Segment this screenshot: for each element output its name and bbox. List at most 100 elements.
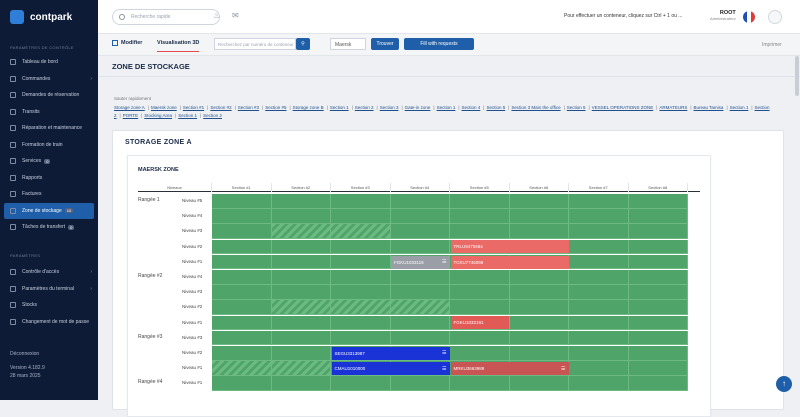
storage-slot[interactable]	[509, 270, 569, 285]
print-link[interactable]: Imprimer	[762, 42, 782, 48]
scrollbar[interactable]	[795, 56, 799, 96]
storage-slot[interactable]	[509, 300, 569, 315]
storage-slot[interactable]	[509, 209, 569, 224]
storage-slot[interactable]	[628, 224, 688, 239]
storage-slot[interactable]	[390, 224, 450, 239]
storage-slot[interactable]	[450, 270, 510, 285]
fill-with-requests-button[interactable]: Fill with requests	[404, 38, 474, 50]
storage-slot[interactable]	[450, 346, 510, 361]
storage-slot[interactable]	[509, 376, 569, 391]
sidebar-item-invoice[interactable]: Factures	[0, 186, 98, 203]
quick-jump-link[interactable]: PORTE	[122, 113, 139, 118]
storage-slot[interactable]	[212, 361, 272, 376]
sidebar-item-password[interactable]: Changement de mot de passe	[0, 314, 98, 331]
avatar[interactable]	[768, 10, 782, 24]
storage-slot[interactable]	[271, 209, 331, 224]
storage-slot[interactable]	[271, 361, 331, 376]
quick-jump-link[interactable]: Section 5	[486, 105, 506, 110]
storage-slot[interactable]	[331, 315, 391, 331]
quick-jump-link[interactable]: Section 1	[329, 105, 349, 110]
storage-slot[interactable]	[569, 361, 629, 376]
storage-slot[interactable]	[212, 330, 272, 346]
storage-slot[interactable]	[450, 224, 510, 239]
container-block[interactable]: FGKU1032191	[450, 316, 509, 330]
scroll-top-button[interactable]: ↑	[776, 376, 792, 392]
storage-slot[interactable]	[390, 376, 450, 391]
storage-slot[interactable]	[212, 254, 272, 270]
storage-slot[interactable]	[628, 239, 688, 255]
storage-slot[interactable]	[569, 330, 629, 346]
storage-slot[interactable]	[331, 270, 391, 285]
storage-slot[interactable]	[569, 239, 629, 255]
sidebar-item-transit[interactable]: Transits	[0, 104, 98, 121]
sidebar-item-dashboard[interactable]: Tableau de bord	[0, 54, 98, 71]
storage-slot[interactable]	[569, 346, 629, 361]
logout-link[interactable]: Déconnexion	[10, 351, 40, 357]
storage-slot[interactable]	[331, 330, 391, 346]
sidebar-item-booking[interactable]: Demandes de réservation	[0, 87, 98, 104]
quick-jump-link[interactable]: Section #2	[210, 105, 232, 110]
sidebar-item-access[interactable]: Contrôle d'accès ›	[0, 264, 98, 281]
sidebar-item-stock[interactable]: Stocks	[0, 297, 98, 314]
bell-icon[interactable]: ♨	[213, 11, 221, 20]
quick-jump-link[interactable]: Section #5	[265, 105, 287, 110]
user-info[interactable]: ROOT Administrateur	[710, 10, 736, 21]
storage-slot[interactable]	[212, 285, 272, 300]
storage-slot[interactable]	[450, 194, 510, 209]
storage-slot[interactable]	[569, 224, 629, 239]
quick-search-input[interactable]: Recherche rapide	[112, 9, 220, 25]
sidebar-item-wrench[interactable]: Réparation et maintenance	[0, 120, 98, 137]
quick-jump-link[interactable]: Maersk zone	[150, 105, 177, 110]
language-flag-icon[interactable]	[743, 11, 755, 23]
storage-slot[interactable]	[271, 376, 331, 391]
storage-slot[interactable]	[212, 270, 272, 285]
storage-slot[interactable]	[569, 254, 629, 270]
quick-jump-link[interactable]: Bureau Tamisa	[693, 105, 724, 110]
container-block[interactable]: SEGU3313987 ☰	[331, 346, 450, 360]
container-block[interactable]: TCKU7746098	[450, 255, 569, 269]
storage-slot[interactable]	[271, 194, 331, 209]
storage-slot[interactable]	[390, 285, 450, 300]
storage-slot[interactable]	[212, 209, 272, 224]
quick-jump-link[interactable]: Section #3	[237, 105, 260, 110]
storage-slot[interactable]	[509, 346, 569, 361]
storage-slot[interactable]	[212, 376, 272, 391]
container-block[interactable]: MRKU3663988 ☰	[450, 362, 569, 375]
storage-slot[interactable]	[331, 254, 391, 270]
quick-jump-link[interactable]: Section 5	[566, 105, 586, 110]
storage-slot[interactable]	[628, 209, 688, 224]
storage-slot[interactable]	[628, 346, 688, 361]
storage-slot[interactable]	[212, 239, 272, 255]
storage-slot[interactable]	[390, 300, 450, 315]
sidebar-item-transfer[interactable]: Tâches de transfert 0	[0, 219, 98, 236]
menu-icon[interactable]: ☰	[442, 365, 447, 372]
storage-slot[interactable]	[271, 346, 331, 361]
container-block[interactable]: CMAU1010000 ☰	[331, 362, 450, 375]
tab-modify[interactable]: Modifier	[112, 40, 142, 46]
menu-icon[interactable]: ☰	[442, 350, 447, 357]
storage-slot[interactable]	[569, 194, 629, 209]
quick-jump-link[interactable]: Section 1	[178, 113, 197, 118]
sidebar-item-orders[interactable]: Commandes ›	[0, 71, 98, 88]
storage-slot[interactable]	[331, 300, 391, 315]
storage-slot[interactable]	[331, 285, 391, 300]
storage-slot[interactable]	[450, 376, 510, 391]
sidebar-item-services[interactable]: Services 0	[0, 153, 98, 170]
quick-jump-link[interactable]: Section 3 Main the office	[511, 105, 561, 110]
storage-slot[interactable]	[212, 315, 272, 331]
storage-slot[interactable]	[212, 224, 272, 239]
storage-slot[interactable]	[331, 239, 391, 255]
storage-slot[interactable]	[271, 315, 331, 331]
quick-jump-link[interactable]: Section 4	[461, 105, 481, 110]
storage-slot[interactable]	[331, 376, 391, 391]
quick-jump-link[interactable]: Section #1	[182, 105, 205, 110]
sidebar-item-storage[interactable]: Zone de stockage 10	[4, 202, 94, 219]
storage-slot[interactable]	[569, 285, 629, 300]
storage-slot[interactable]	[569, 315, 629, 331]
storage-slot[interactable]	[569, 270, 629, 285]
storage-slot[interactable]	[628, 285, 688, 300]
logo[interactable]: contpark	[10, 10, 72, 24]
storage-slot[interactable]	[271, 330, 331, 346]
sidebar-item-reports[interactable]: Rapports	[0, 170, 98, 187]
storage-slot[interactable]	[628, 315, 688, 331]
